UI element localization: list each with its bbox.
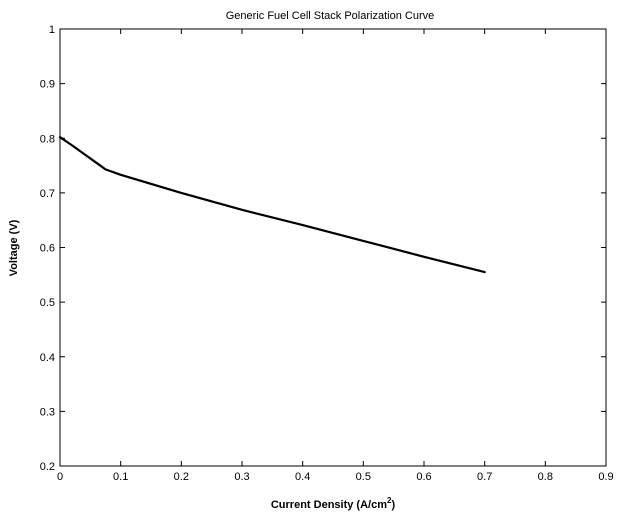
y-tick-label: 1: [49, 24, 55, 36]
y-tick-label: 0.4: [40, 352, 55, 364]
x-tick-label: 0.7: [477, 471, 492, 483]
x-axis-label-main: Current Density (A/cm: [271, 499, 387, 511]
x-tick-label: 0.9: [598, 471, 613, 483]
y-tick-label: 0.3: [40, 406, 55, 418]
x-axis-label-superscript: 2: [387, 496, 392, 505]
y-tick-label: 0.5: [40, 297, 55, 309]
y-tick-label: 0.9: [40, 79, 55, 91]
plot-frame: [59, 28, 607, 467]
y-axis-label: Voltage (V): [8, 219, 20, 276]
polarization-curve-line: [58, 136, 486, 274]
y-tick-label: 0.7: [40, 188, 55, 200]
y-tick-label: 0.8: [40, 133, 55, 145]
x-axis-label-end: ): [391, 499, 395, 511]
x-tick-label: 0.1: [113, 471, 128, 483]
x-axis-label: Current Density (A/cm2): [271, 496, 396, 511]
y-tick-label: 0.6: [40, 243, 55, 255]
x-tick-label: 0.8: [538, 471, 553, 483]
x-tick-label: 0.5: [356, 471, 371, 483]
plot-area: 0 0.1 0.2 0.3 0.4 0.5 0.6 0.7 0.8 0.9 0.2 0.3 0.4 0.5…: [40, 24, 614, 483]
x-tick-label: 0.3: [234, 471, 249, 483]
x-tick-label: 0.6: [416, 471, 431, 483]
x-tick-label: 0.4: [295, 471, 310, 483]
y-tick-label: 0.2: [40, 461, 55, 473]
chart-title: Generic Fuel Cell Stack Polarization Cur…: [226, 10, 434, 22]
x-tick-label: 0.2: [174, 471, 189, 483]
x-tick-label: 0: [57, 471, 63, 483]
